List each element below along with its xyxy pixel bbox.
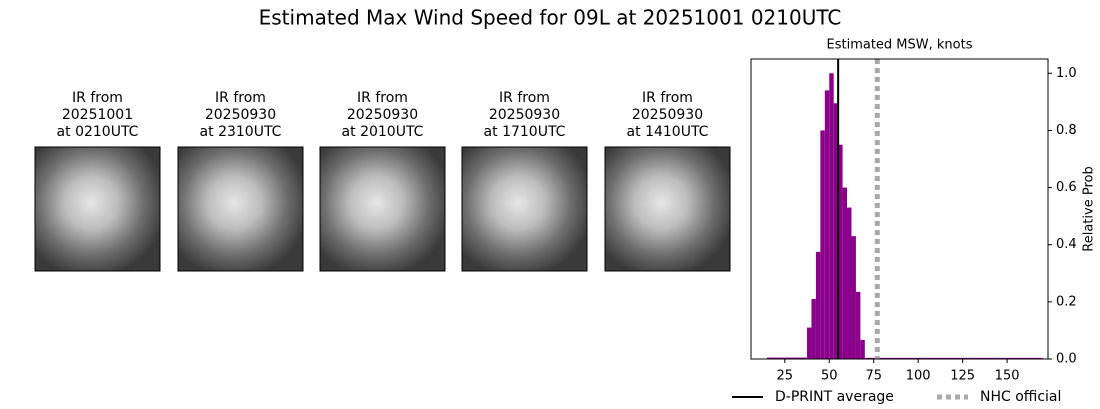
y-axis-label: Relative Prob bbox=[1082, 166, 1097, 251]
x-tick-label: 125 bbox=[950, 369, 975, 384]
panel-label: 20250930 bbox=[347, 107, 418, 123]
bar bbox=[842, 187, 848, 359]
ir-image bbox=[319, 146, 446, 272]
ir-image bbox=[177, 146, 304, 272]
bar bbox=[767, 357, 808, 359]
ir-image bbox=[604, 146, 731, 272]
x-tick-label: 150 bbox=[995, 369, 1020, 384]
legend-label: NHC official bbox=[980, 389, 1061, 405]
y-tick-label: 0.2 bbox=[1056, 294, 1077, 309]
bar bbox=[815, 251, 821, 359]
bar bbox=[855, 291, 861, 359]
y-tick-label: 0.0 bbox=[1056, 352, 1077, 367]
panel-label: at 2310UTC bbox=[200, 124, 282, 140]
bar bbox=[851, 236, 856, 359]
bar bbox=[829, 73, 834, 360]
bar bbox=[807, 327, 812, 359]
plot-frame bbox=[750, 58, 1049, 360]
bar bbox=[864, 357, 1043, 359]
panel-label: at 2010UTC bbox=[342, 124, 424, 140]
x-tick-label: 100 bbox=[906, 369, 931, 384]
panel-label: 20251001 bbox=[62, 107, 133, 123]
legend-label: D-PRINT average bbox=[775, 389, 894, 405]
panel-label: 20250930 bbox=[205, 107, 276, 123]
panel-label: at 1410UTC bbox=[627, 124, 709, 140]
bar bbox=[820, 130, 825, 359]
y-tick-label: 0.8 bbox=[1056, 123, 1077, 138]
ir-image bbox=[461, 146, 588, 272]
panel-label: at 1710UTC bbox=[484, 124, 566, 140]
bar bbox=[860, 339, 865, 359]
bar bbox=[847, 207, 852, 359]
panel-label: IR from bbox=[357, 90, 408, 106]
bar bbox=[824, 90, 830, 359]
panel-label: IR from bbox=[499, 90, 550, 106]
panel-label: 20250930 bbox=[632, 107, 703, 123]
x-tick-label: 75 bbox=[865, 369, 882, 384]
figure-title: Estimated Max Wind Speed for 09L at 2025… bbox=[259, 6, 842, 30]
y-tick-label: 1.0 bbox=[1056, 66, 1077, 81]
y-tick-label: 0.4 bbox=[1056, 237, 1077, 252]
y-tick-label: 0.6 bbox=[1056, 180, 1077, 195]
panel-label: 20250930 bbox=[489, 107, 560, 123]
x-tick-label: 25 bbox=[777, 369, 794, 384]
bar bbox=[833, 103, 839, 360]
bar bbox=[811, 299, 816, 359]
ir-image bbox=[34, 146, 161, 272]
chart-title: Estimated MSW, knots bbox=[827, 38, 973, 53]
bar bbox=[838, 144, 843, 359]
panel-label: IR from bbox=[215, 90, 266, 106]
panel-label: IR from bbox=[72, 90, 123, 106]
x-tick-label: 50 bbox=[821, 369, 838, 384]
panel-label: IR from bbox=[642, 90, 693, 106]
panel-label: at 0210UTC bbox=[57, 124, 139, 140]
